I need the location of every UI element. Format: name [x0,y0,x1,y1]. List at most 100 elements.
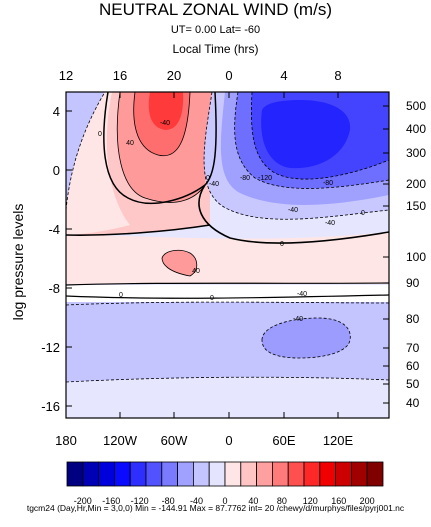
top-tick-label: 8 [334,68,341,83]
contour-label: -40 [209,181,219,188]
fill-neg-west-edge [66,92,105,210]
contour-lower-pos-40 [161,249,198,277]
colorbar-swatch [98,461,115,487]
colorbar-label: -200 [74,496,92,506]
colorbar-label: 40 [248,496,258,506]
zero-line-8a [66,282,389,286]
contour-neg-40-lower [261,317,351,359]
x-tick-label: 180 [55,433,77,448]
colorbar-label: 200 [360,496,375,506]
contour-neg-west-edge [66,92,106,211]
colorbar-label: -120 [131,496,149,506]
contour-pos-80 [133,92,191,157]
zero-line-upper [103,92,217,205]
colorbar-swatch [114,461,131,487]
right-tick-label: 40 [406,396,420,410]
colorbar-label: 120 [303,496,318,506]
zero-line-8b [66,294,389,299]
right-tick-label: 100 [406,250,426,264]
chart-subtitle: UT= 0.00 Lat= -60 [170,24,261,36]
contour-label: -40 [293,316,303,323]
fill-pos-core [148,92,184,130]
zero-line-mid [198,184,389,244]
colorbar-swatch [208,461,226,487]
colorbar-swatch [319,461,336,487]
colorbar-swatch [240,461,258,487]
colorbar-swatch [161,461,179,487]
y-tick-label: 0 [53,163,60,178]
y-tick-label: -8 [48,281,60,296]
contour-neg-120 [251,92,389,180]
right-tick-label: 500 [406,99,426,113]
top-tick-label: 16 [113,68,127,83]
colorbar-swatch [82,461,100,487]
fill-zero-to-positive [66,232,389,284]
right-tick-label: 70 [406,341,420,355]
fill-weak-negative-bottom [66,377,389,418]
right-tick-label: 200 [406,177,426,191]
right-tick-label: 400 [406,122,426,136]
top-tick-label: 4 [280,68,287,83]
colorbar-swatch [129,461,147,487]
colorbar-swatch [366,461,384,487]
colorbar-label: 0 [222,496,227,506]
x-tick-label: 60E [272,433,295,448]
colorbar-swatch [271,461,289,487]
contour-neg-lower-bottom [66,376,389,383]
y-tick-label: -4 [48,222,60,237]
contour-label: 40 [192,268,200,275]
contour-neg-lower-top [66,301,389,306]
contour-neg-80 [234,92,389,189]
contour-label: -40 [160,120,170,127]
contour-label: 0 [119,292,123,299]
colorbar-swatch [66,461,84,487]
top-tick-label: 20 [167,68,181,83]
top-tick-label: 0 [225,68,232,83]
colorbar-label: 80 [277,496,287,506]
x-tick-label: 60W [161,433,188,448]
right-tick-label: 150 [406,199,426,213]
plot-frame [65,91,390,419]
colorbar-swatch [177,461,194,487]
zero-line-west [66,224,211,236]
contour-label: 0 [206,175,210,182]
y-tick-label: 4 [53,104,60,119]
colorbar-swatch [224,461,242,487]
right-tick-label: 60 [406,359,420,373]
contour-lines [66,92,389,383]
fill-neg-core [261,100,351,169]
top-tick-label: 12 [59,68,73,83]
chart-footer: tgcm24 (Day,Hr,Min = 3,0,0) Min = -144.9… [26,503,405,513]
contour-label: 0 [280,241,284,248]
contour-pos-40 [116,92,206,203]
contour-label: 0 [361,210,365,217]
colorbar-swatch [303,461,321,487]
colorbar: -200 -160 -120 -80 -40 0 40 80 120 160 200 [66,461,384,506]
contour-label: -80 [240,175,250,182]
contour-label: 40 [126,140,134,147]
contour-label: 0 [210,295,214,302]
contour-fills [66,92,389,418]
top-axis-label: Local Time (hrs) [172,42,259,56]
fill-zero-band [66,285,389,302]
colorbar-label: 160 [331,496,346,506]
colorbar-swatch [350,461,368,487]
right-tick-label: 90 [406,276,420,290]
colorbar-label: -80 [162,496,175,506]
x-tick-label: 120W [103,433,138,448]
contour-label: -40 [325,220,335,227]
fill-neg-40-lower [262,318,351,358]
chart-title: NEUTRAL ZONAL WIND (m/s) [99,0,332,19]
y-tick-label: -12 [41,340,60,355]
colorbar-swatch [192,461,210,487]
colorbar-swatch [287,461,305,487]
contour-label: 0 [98,131,102,138]
contour-label: -40 [297,291,307,298]
colorbar-swatch [256,461,273,487]
colorbar-label: -160 [102,496,120,506]
contour-neg-40 [203,92,389,220]
contour-label: -40 [288,207,298,214]
